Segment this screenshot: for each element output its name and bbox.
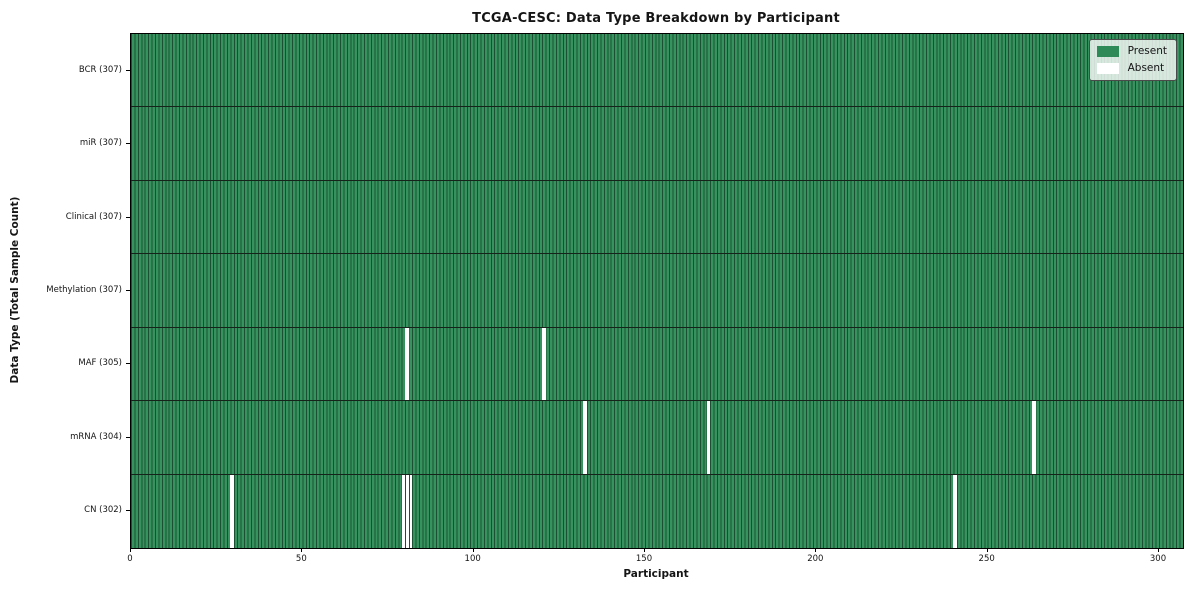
y-tick-label-clinical: Clinical (307) [65,211,122,222]
y-tick-mark [126,143,130,145]
heatmap-plot: Present Absent [130,33,1184,549]
x-tick-mark [815,548,817,552]
x-axis-label: Participant [623,568,689,580]
absent-cell [405,327,409,401]
absent-cell [953,474,957,548]
x-tick-label: 200 [807,554,824,564]
y-tick-mark [126,363,130,365]
y-tick-label-mrna: mRNA (304) [70,431,122,442]
x-tick-mark [1158,548,1159,552]
heatmap-row-mrna [131,401,1183,475]
absent-cell [401,474,406,548]
absent-cell [230,474,234,548]
y-tick-label-mir: miR (307) [79,138,122,149]
y-tick-label-methylation: Methylation (307) [46,285,122,295]
legend: Present Absent [1088,39,1177,81]
heatmap-row-bcr [131,34,1183,108]
x-tick-label: 50 [295,554,307,564]
legend-label-absent: Absent [1127,62,1165,74]
y-tick-mark [126,510,130,512]
y-tick-mark [126,216,130,218]
y-tick-mark [126,69,130,71]
legend-label-present: Present [1127,45,1167,57]
y-tick-label-bcr: BCR (307) [78,64,122,75]
y-tick-mark [126,436,130,438]
absent-cell [1032,401,1036,474]
x-tick-label: 250 [978,554,995,564]
x-tick-label: 100 [464,554,481,564]
heatmap-row-cn [131,474,1183,548]
y-tick-label-cn: CN (302) [84,505,122,516]
absent-cell [408,474,412,548]
legend-swatch-present-icon [1096,46,1119,57]
x-tick-mark [644,548,645,552]
x-tick-label: 300 [1149,554,1167,564]
x-tick-mark [986,548,988,552]
y-tick-label-maf: MAF (305) [78,358,122,369]
legend-item-absent: Absent [1096,62,1167,74]
heatmap-row-clinical [131,180,1183,255]
heatmap-row-maf [131,327,1183,402]
legend-item-present: Present [1096,45,1167,57]
legend-swatch-absent-icon [1096,63,1119,74]
x-tick-label: 150 [635,554,653,564]
x-tick-label: 0 [127,554,133,564]
y-tick-mark [126,290,130,291]
heatmap-row-methylation [131,254,1183,328]
absent-cell [405,474,409,548]
absent-cell [706,401,711,474]
x-tick-mark [130,548,131,552]
absent-cell [542,327,546,401]
absent-cell [583,401,587,474]
x-tick-mark [301,548,303,552]
heatmap-row-mir [131,107,1183,181]
chart-title: TCGA-CESC: Data Type Breakdown by Partic… [472,11,840,26]
x-tick-mark [472,548,474,552]
